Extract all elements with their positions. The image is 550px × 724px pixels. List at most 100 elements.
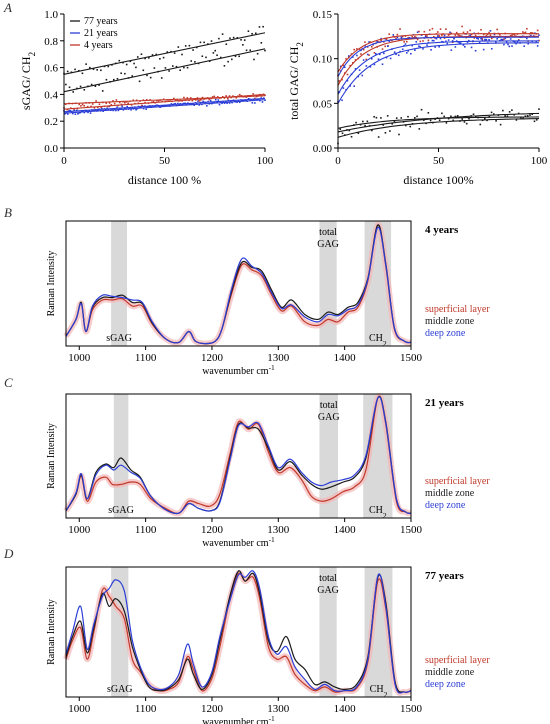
data-point [245,49,248,52]
data-point [72,112,74,115]
fit-line [63,97,266,113]
data-point [200,99,202,101]
data-point [164,104,166,107]
data-point [364,124,366,127]
x-axis-label: distance 100% [403,173,473,187]
data-point [404,43,407,45]
data-point [172,97,175,100]
data-point [174,102,177,105]
data-point [391,39,393,42]
x-tick-label: 1400 [334,524,357,536]
data-point [396,36,399,39]
data-point [365,65,368,67]
data-point [488,38,490,41]
x-tick-label: 1500 [400,524,423,536]
data-point [197,100,199,102]
highlight-band [319,567,337,697]
data-point [423,30,426,33]
data-point [251,32,253,35]
data-point [432,39,435,42]
data-point [151,54,154,56]
legend-deep-zone: deep zone [425,679,466,690]
data-point [470,33,473,36]
data-point [165,104,168,107]
data-point [389,130,391,132]
data-point [89,66,91,69]
data-point [366,53,369,56]
x-tick-label: 1300 [267,352,290,364]
data-point [415,41,418,43]
data-point [65,83,67,86]
data-point [346,79,349,82]
data-point [520,116,522,119]
data-point [117,109,120,112]
data-point [439,28,442,30]
data-point [411,35,413,38]
data-point [445,40,447,43]
data-point [225,95,227,97]
data-point [401,48,404,51]
highlight-band [319,394,339,518]
data-point [509,38,512,40]
data-point [488,31,490,34]
data-point [454,115,457,118]
x-tick-label: 50 [433,155,445,167]
data-point [211,96,214,98]
legend-middle-zone: middle zone [425,316,475,327]
data-point [373,63,376,66]
panel-b-letter: B [4,205,12,220]
data-point [490,37,493,40]
data-point [426,44,428,46]
data-point [218,37,220,40]
band-label: sGAG [108,505,134,516]
data-point [72,91,75,93]
data-point [488,115,491,118]
data-point [517,112,520,115]
data-point [228,102,231,104]
data-point [366,120,369,123]
x-tick-label: 100 [257,155,274,167]
data-point [226,102,228,105]
data-point [68,109,70,112]
data-point [476,37,478,40]
data-point [254,97,256,100]
data-point [92,109,94,112]
data-point [535,119,538,121]
data-point [523,45,525,47]
data-point [110,104,113,106]
data-point [198,104,201,106]
data-point [238,93,241,96]
data-point [400,36,403,39]
data-point [364,45,366,47]
data-point [536,45,539,47]
data-point [418,30,420,33]
data-point [474,49,477,52]
data-point [483,117,486,120]
data-point [362,59,365,61]
data-point [469,34,472,37]
data-point [153,67,156,69]
data-point [474,116,477,118]
data-point [395,53,397,56]
data-point [411,44,413,47]
panel-title: 77 years [425,570,465,582]
data-point [121,105,123,108]
fit-curve [337,33,539,73]
legend-label: 4 years [84,40,113,51]
data-point [132,99,135,102]
x-tick-label: 1200 [201,524,224,536]
fit-line [63,95,266,105]
data-point [264,49,266,52]
data-point [506,115,509,117]
fit-curve [337,112,540,133]
data-point [392,34,395,36]
data-point [186,97,189,99]
data-point [366,46,369,48]
y-tick-label: 0.8 [44,36,58,48]
data-point [166,51,169,53]
data-point [338,80,341,82]
data-point [75,109,78,112]
data-point [484,38,486,41]
data-point [135,66,137,69]
data-point [190,60,193,62]
